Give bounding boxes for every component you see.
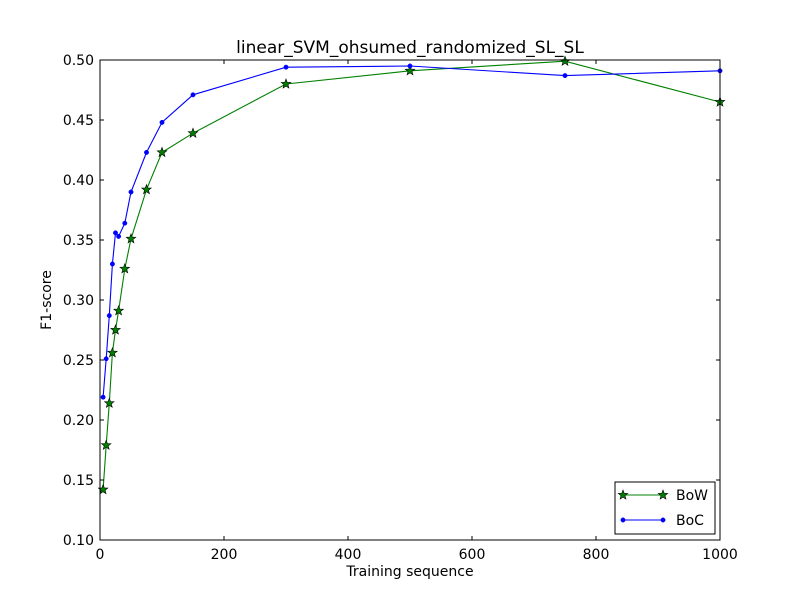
series-boc: [100, 63, 723, 400]
y-tick-label: 0.20: [63, 413, 94, 429]
data-point-bow: [109, 324, 122, 335]
x-tick-label: 400: [335, 547, 362, 563]
data-point-boc: [100, 394, 106, 400]
data-point-boc: [562, 73, 568, 79]
x-tick-label: 600: [459, 547, 486, 563]
legend-box: [614, 481, 716, 535]
legend-marker: [660, 517, 666, 523]
data-point-bow: [280, 78, 292, 89]
legend-marker: [617, 489, 629, 500]
axes: 0 200 400 600 800 1000 0.10 0.15 0.20 0.25 0.30 0.3…: [63, 53, 738, 563]
data-point-boc: [407, 63, 413, 69]
y-tick-label: 0.50: [63, 53, 94, 69]
x-tick-label: 200: [211, 547, 238, 563]
data-point-boc: [122, 220, 128, 226]
data-point-boc: [283, 64, 289, 70]
x-tick-label: 1000: [702, 547, 738, 563]
y-tick-label: 0.25: [63, 353, 94, 369]
y-tick-label: 0.40: [63, 173, 94, 189]
y-tick-label: 0.45: [63, 113, 94, 129]
data-point-boc: [159, 119, 165, 125]
legend-marker: [657, 489, 669, 500]
data-point-bow: [187, 127, 199, 138]
y-tick-label: 0.30: [63, 293, 94, 309]
data-point-boc: [190, 92, 196, 98]
plot-area: [100, 60, 720, 540]
data-point-bow: [404, 64, 416, 76]
data-point-bow: [140, 183, 153, 195]
data-point-bow: [100, 439, 112, 450]
y-axis-label: F1-score: [39, 270, 55, 330]
data-point-boc: [128, 189, 134, 195]
data-point-bow: [106, 346, 118, 358]
legend-marker: [620, 517, 626, 523]
legend-label: BoW: [676, 488, 708, 504]
data-point-bow: [113, 304, 125, 316]
data-point-boc: [113, 230, 118, 236]
chart-title: linear_SVM_ohsumed_randomized_SL_SL: [236, 38, 584, 58]
x-axis-label: Training sequence: [345, 564, 473, 580]
legend-item-bow: BoW: [617, 488, 708, 504]
data-point-bow: [125, 232, 137, 244]
x-tick-label: 800: [583, 547, 610, 563]
data-point-boc: [116, 233, 122, 239]
y-tick-label: 0.10: [63, 533, 94, 549]
y-tick-label: 0.15: [63, 473, 94, 489]
data-point-boc: [144, 149, 149, 155]
data-point-bow: [156, 146, 168, 158]
x-tick-label: 0: [96, 547, 105, 563]
legend-label: BoC: [676, 513, 704, 529]
legend-item-boc: BoC: [620, 513, 704, 529]
y-tick-label: 0.35: [63, 233, 94, 249]
data-point-bow: [119, 262, 131, 274]
data-point-boc: [109, 261, 115, 267]
plot-background: [100, 60, 720, 540]
legend: BoW BoC: [614, 481, 716, 535]
data-point-bow: [103, 397, 115, 408]
data-point-boc: [103, 356, 109, 362]
data-point-boc: [106, 313, 112, 319]
